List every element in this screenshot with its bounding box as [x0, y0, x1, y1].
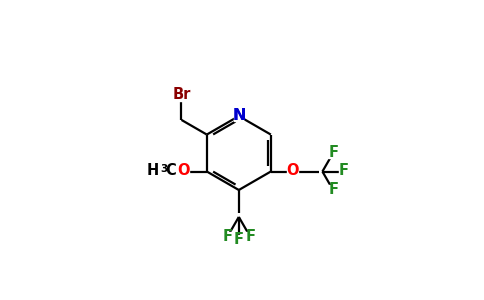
Bar [233, 235, 244, 245]
Text: O: O [178, 163, 190, 178]
Text: F: F [328, 182, 338, 197]
Text: O: O [286, 163, 299, 178]
Bar [328, 148, 339, 158]
Bar [178, 166, 189, 177]
Text: Br: Br [172, 87, 191, 102]
Text: 3: 3 [161, 164, 168, 174]
Text: H: H [147, 163, 159, 178]
Bar [245, 232, 256, 242]
Text: N: N [232, 108, 245, 123]
Bar [222, 232, 233, 242]
Text: F: F [328, 145, 338, 160]
Bar [234, 112, 243, 121]
Text: C: C [165, 163, 176, 178]
Text: F: F [222, 229, 232, 244]
Text: F: F [245, 229, 256, 244]
Bar [287, 166, 298, 177]
Bar [339, 166, 349, 177]
Bar [144, 165, 178, 178]
Text: N: N [232, 108, 245, 123]
Bar [328, 185, 339, 196]
Text: F: F [234, 232, 244, 247]
Text: F: F [339, 163, 349, 178]
Bar [172, 90, 191, 101]
